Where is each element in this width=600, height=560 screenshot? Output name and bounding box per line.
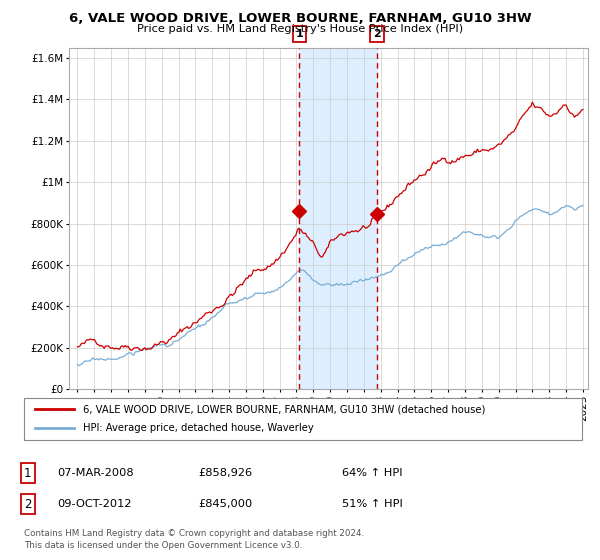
Text: 2: 2 — [373, 29, 381, 39]
Text: 51% ↑ HPI: 51% ↑ HPI — [342, 499, 403, 509]
Text: Price paid vs. HM Land Registry's House Price Index (HPI): Price paid vs. HM Land Registry's House … — [137, 24, 463, 34]
Text: £858,926: £858,926 — [198, 468, 252, 478]
Text: 1: 1 — [295, 29, 303, 39]
Text: 2: 2 — [24, 497, 32, 511]
Text: This data is licensed under the Open Government Licence v3.0.: This data is licensed under the Open Gov… — [24, 541, 302, 550]
FancyBboxPatch shape — [24, 398, 582, 440]
Text: HPI: Average price, detached house, Waverley: HPI: Average price, detached house, Wave… — [83, 423, 313, 433]
Text: 07-MAR-2008: 07-MAR-2008 — [57, 468, 134, 478]
Text: 6, VALE WOOD DRIVE, LOWER BOURNE, FARNHAM, GU10 3HW (detached house): 6, VALE WOOD DRIVE, LOWER BOURNE, FARNHA… — [83, 404, 485, 414]
Text: 09-OCT-2012: 09-OCT-2012 — [57, 499, 131, 509]
Text: Contains HM Land Registry data © Crown copyright and database right 2024.: Contains HM Land Registry data © Crown c… — [24, 529, 364, 538]
Text: 64% ↑ HPI: 64% ↑ HPI — [342, 468, 403, 478]
Text: £845,000: £845,000 — [198, 499, 252, 509]
Text: 1: 1 — [24, 466, 32, 480]
Bar — [299, 48, 377, 389]
Text: 6, VALE WOOD DRIVE, LOWER BOURNE, FARNHAM, GU10 3HW: 6, VALE WOOD DRIVE, LOWER BOURNE, FARNHA… — [68, 12, 532, 25]
